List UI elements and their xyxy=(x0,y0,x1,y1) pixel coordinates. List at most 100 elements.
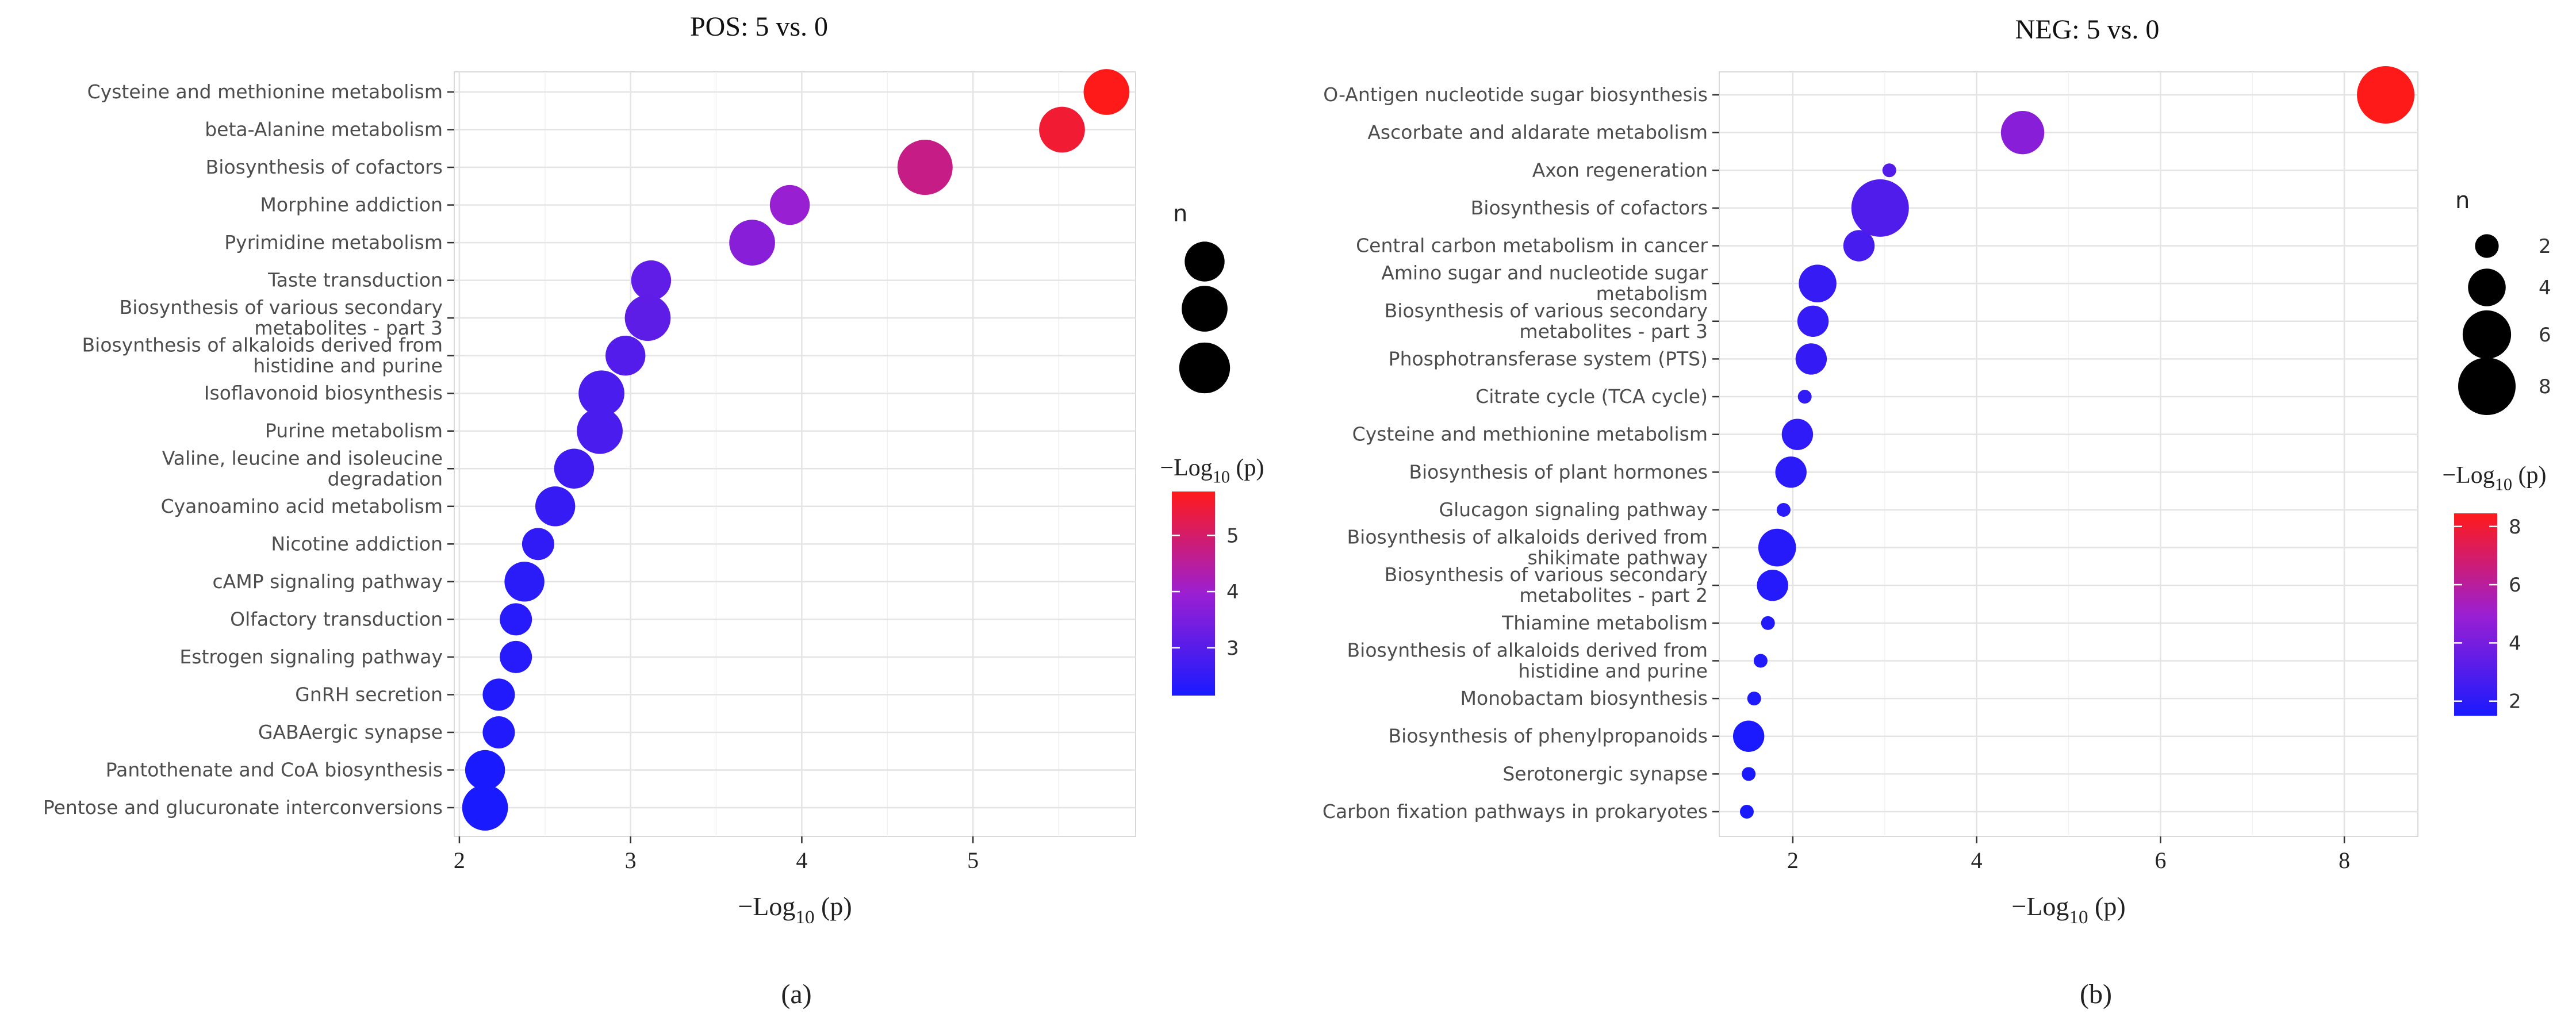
y-category-line: GABAergic synapse xyxy=(258,721,443,743)
y-category-line: Carbon fixation pathways in prokaryotes xyxy=(1322,800,1708,823)
data-point xyxy=(1776,502,1791,517)
x-tick-label: 5 xyxy=(967,847,979,873)
y-category-line: Biosynthesis of cofactors xyxy=(1471,197,1708,219)
y-category-line: Biosynthesis of cofactors xyxy=(206,156,443,178)
data-point xyxy=(2000,110,2045,155)
data-point xyxy=(1843,230,1875,262)
y-category-line: Biosynthesis of alkaloids derived from xyxy=(1347,526,1708,548)
y-category-line: Morphine addiction xyxy=(260,194,443,216)
data-point xyxy=(462,785,508,831)
y-category-label: O-Antigen nucleotide sugar biosynthesis xyxy=(1323,83,1708,106)
y-category-line: Biosynthesis of alkaloids derived from xyxy=(82,334,443,356)
x-axis-label-base: −Log xyxy=(738,892,795,921)
data-point xyxy=(522,528,554,560)
y-category-label: Estrogen signaling pathway xyxy=(179,646,443,668)
color-legend-title: −Log10 (p) xyxy=(2442,462,2546,494)
y-category-label: Biosynthesis of plant hormones xyxy=(1409,460,1708,483)
x-tick-label: 2 xyxy=(1787,847,1799,873)
data-point xyxy=(577,408,623,454)
y-category-line: Biosynthesis of alkaloids derived from xyxy=(1347,639,1708,661)
y-category-label: Cysteine and methionine metabolism xyxy=(1352,423,1708,446)
data-point xyxy=(769,185,810,225)
y-category-label: Biosynthesis of alkaloids derived from hi… xyxy=(82,334,443,377)
y-category-label: Biosynthesis of various secondary metabol… xyxy=(1385,300,1708,343)
data-point xyxy=(535,486,576,527)
data-point xyxy=(729,220,775,266)
color-legend-title-sub: 10 xyxy=(1213,467,1230,487)
size-legend-key xyxy=(1179,342,1230,394)
size-legend-title: n xyxy=(1173,201,1187,227)
y-category-label: Glucagon signaling pathway xyxy=(1439,498,1708,521)
data-point xyxy=(1039,106,1085,153)
y-category-line: Citrate cycle (TCA cycle) xyxy=(1475,385,1708,408)
color-legend-title-base: −Log xyxy=(1160,455,1212,481)
color-bar-label: 6 xyxy=(2509,574,2521,597)
size-legend-key xyxy=(2458,358,2516,415)
panel-b: 2 4 6 8 O-Antigen nucleotide sugar biosynthe… xyxy=(1322,14,2551,1009)
data-point xyxy=(1742,767,1756,781)
y-category-label: Pentose and glucuronate interconversions xyxy=(43,796,443,819)
y-category-label: Cysteine and methionine metabolism xyxy=(87,80,443,103)
data-point xyxy=(1758,528,1796,567)
y-category-label: Ascorbate and aldarate metabolism xyxy=(1367,121,1708,144)
size-legend-label: 2 xyxy=(2539,235,2551,258)
y-category-line: Estrogen signaling pathway xyxy=(179,646,443,668)
data-point xyxy=(1795,343,1827,375)
y-category-line: Olfactory transduction xyxy=(230,608,443,630)
size-legend-label: 8 xyxy=(2539,375,2551,398)
data-point xyxy=(1797,390,1812,404)
data-point xyxy=(500,603,532,636)
color-legend-title: −Log10 (p) xyxy=(1160,455,1264,487)
x-axis-label-sub: 10 xyxy=(795,907,814,928)
x-tick-label: 3 xyxy=(625,847,637,873)
size-legend-key xyxy=(1184,241,1225,282)
y-category-line: histidine and purine xyxy=(1518,659,1708,682)
color-bar-label: 8 xyxy=(2509,516,2521,539)
data-point xyxy=(482,716,515,748)
y-category-label: Cyanoamino acid metabolism xyxy=(161,495,443,517)
y-category-line: Biosynthesis of various secondary xyxy=(1385,563,1708,586)
chart-title: NEG: 5 vs. 0 xyxy=(2015,14,2160,45)
y-category-line: Thiamine metabolism xyxy=(1501,612,1708,634)
data-point xyxy=(465,750,505,790)
y-category-line: Biosynthesis of plant hormones xyxy=(1409,460,1708,483)
y-category-label: Biosynthesis of alkaloids derived from sh… xyxy=(1347,526,1708,569)
color-legend-title-base: −Log xyxy=(2442,462,2494,489)
y-category-label: Carbon fixation pathways in prokaryotes xyxy=(1322,800,1708,823)
y-category-line: Ascorbate and aldarate metabolism xyxy=(1367,121,1708,144)
y-category-line: Purine metabolism xyxy=(265,420,443,442)
x-tick-label: 6 xyxy=(2155,847,2166,873)
x-axis-label-sub: 10 xyxy=(2069,907,2088,928)
data-point xyxy=(554,448,595,489)
y-category-line: Pyrimidine metabolism xyxy=(224,231,443,254)
panel-a: 2 3 4 5 Cysteine and methionine metabolism be… xyxy=(43,11,1264,1009)
y-category-line: beta-Alanine metabolism xyxy=(205,118,443,141)
size-legend-key xyxy=(2475,234,2499,258)
y-category-label: Monobactam biosynthesis xyxy=(1460,687,1708,709)
y-category-line: Biosynthesis of various secondary xyxy=(1385,300,1708,322)
y-category-label: Purine metabolism xyxy=(265,420,443,442)
data-point xyxy=(1757,569,1788,601)
data-point xyxy=(504,562,545,602)
y-category-line: metabolites - part 2 xyxy=(1519,584,1708,606)
y-category-line: Phosphotransferase system (PTS) xyxy=(1389,347,1708,370)
data-point xyxy=(482,678,515,711)
y-category-line: Nicotine addiction xyxy=(271,532,443,555)
data-point xyxy=(1732,720,1765,752)
size-legend-title: n xyxy=(2455,187,2470,214)
data-point xyxy=(631,260,672,301)
y-category-line: histidine and purine xyxy=(253,355,443,377)
panel-label: (a) xyxy=(781,979,811,1009)
x-axis-label: −Log10 (p) xyxy=(2011,892,2125,928)
y-category-label: Biosynthesis of alkaloids derived from hi… xyxy=(1347,639,1708,682)
y-category-line: Valine, leucine and isoleucine xyxy=(162,447,443,469)
y-category-label: Pyrimidine metabolism xyxy=(224,231,443,254)
y-category-label: Biosynthesis of phenylpropanoids xyxy=(1389,725,1708,747)
x-tick-label: 8 xyxy=(2339,847,2350,873)
y-category-label: Phosphotransferase system (PTS) xyxy=(1389,347,1708,370)
data-point xyxy=(1753,654,1768,668)
y-category-label: Citrate cycle (TCA cycle) xyxy=(1475,385,1708,408)
data-point xyxy=(1851,179,1909,237)
y-category-label: Biosynthesis of various secondary metabol… xyxy=(1385,563,1708,606)
